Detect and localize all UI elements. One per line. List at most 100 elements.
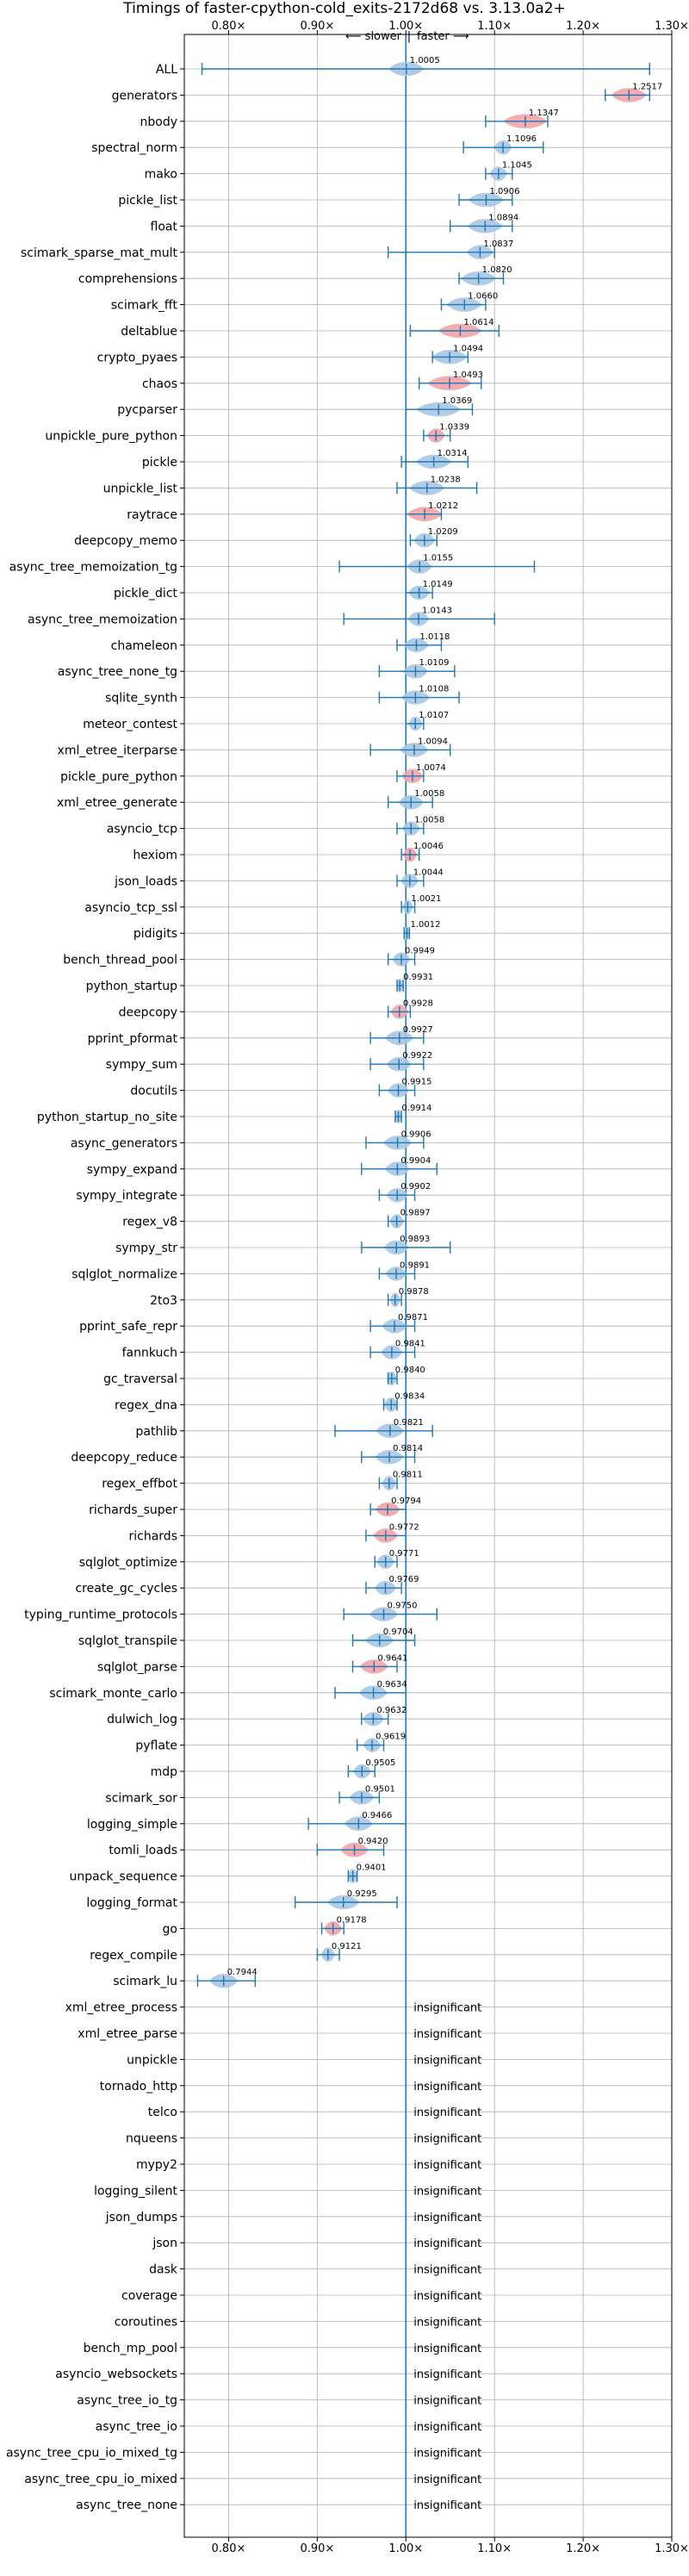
slower-label: ⟵ slower	[345, 30, 402, 43]
category-label: coverage	[121, 2289, 177, 2303]
insignificant-label: insignificant	[413, 2133, 481, 2146]
value-label: 0.9897	[400, 1209, 431, 1218]
x-tick-label-bottom: 1.00×	[388, 2542, 423, 2555]
grid-layer: 0.80× 0.80× 0.90× 0.90× 1.00× 1.00× 1.10× 1.10×…	[180, 20, 689, 2555]
category-label: json	[152, 2237, 177, 2250]
category-label: pickle_dict	[114, 587, 178, 600]
category-label: go	[163, 1922, 177, 1936]
category-label: sympy_expand	[87, 1163, 177, 1177]
value-label: 0.9931	[403, 973, 433, 982]
value-label: 0.9632	[376, 1706, 407, 1715]
category-label: regex_compile	[90, 1949, 177, 1963]
insignificant-label: insignificant	[413, 2343, 481, 2355]
value-label: 1.1096	[506, 134, 537, 144]
category-label: asyncio_websockets	[55, 2368, 177, 2381]
value-label: 0.9121	[332, 1942, 362, 1951]
value-label: 1.0837	[483, 240, 513, 249]
insignificant-label: insignificant	[413, 2106, 481, 2119]
x-tick-label-top: 1.00×	[388, 20, 423, 33]
category-label: hexiom	[133, 849, 177, 862]
value-label: 1.2517	[632, 82, 662, 91]
insignificant-label: insignificant	[413, 2290, 481, 2303]
value-label: 1.0074	[416, 763, 446, 773]
value-label: 1.0209	[428, 527, 458, 537]
category-label: async_generators	[71, 1136, 177, 1150]
value-label: 0.9871	[398, 1313, 428, 1322]
value-label: 0.9769	[389, 1575, 419, 1584]
value-label: 0.9178	[337, 1915, 367, 1925]
category-label: pprint_pformat	[88, 1032, 178, 1046]
category-label: dask	[149, 2263, 178, 2277]
x-tick-label-bottom: 0.80×	[212, 2542, 246, 2555]
violin-layer	[196, 34, 650, 2537]
insignificant-label: insignificant	[413, 2499, 481, 2512]
value-label: 1.0212	[428, 501, 458, 511]
value-label: 1.0894	[488, 213, 518, 222]
insignificant-label: insignificant	[413, 2264, 481, 2277]
insignificant-label: insignificant	[413, 2421, 481, 2434]
category-label: pidigits	[133, 927, 177, 941]
category-label: sympy_str	[115, 1241, 177, 1255]
value-label: 1.1347	[529, 109, 559, 118]
category-label: asyncio_tcp_ssl	[84, 901, 177, 915]
x-tick-label-top: 1.10×	[477, 20, 512, 33]
value-label: 0.9794	[391, 1496, 421, 1506]
category-label: sqlite_synth	[105, 692, 177, 706]
value-label: 1.0005	[410, 56, 440, 65]
category-label: json_dumps	[105, 2211, 177, 2224]
value-label: 0.9922	[402, 1051, 432, 1061]
value-label: 0.9915	[402, 1078, 432, 1087]
value-label: 1.0155	[423, 554, 453, 563]
insignificant-label: insignificant	[413, 2185, 481, 2198]
insignificant-label: insignificant	[413, 2081, 481, 2094]
value-label: 1.0108	[419, 685, 449, 694]
value-label: 0.9893	[400, 1235, 430, 1244]
x-tick-label-top: 1.20×	[566, 20, 600, 33]
category-label: mdp	[151, 1765, 178, 1779]
category-label: ALL	[156, 63, 177, 77]
value-label: 1.0820	[482, 265, 512, 275]
category-label: spectral_norm	[91, 141, 177, 155]
value-label: 1.0906	[490, 187, 520, 196]
category-label: xml_etree_process	[65, 2001, 177, 2015]
value-label: 1.0369	[442, 396, 472, 406]
plot-frame	[183, 34, 673, 2538]
category-label: float	[151, 220, 178, 233]
category-label: deepcopy	[119, 1005, 177, 1019]
insignificant-label: insignificant	[413, 2159, 481, 2172]
category-label: async_tree_cpu_io_mixed	[24, 2473, 177, 2486]
value-label: 1.0058	[414, 816, 444, 825]
value-label: 0.9641	[377, 1653, 407, 1663]
insignificant-label: insignificant	[413, 2316, 481, 2329]
category-label: pathlib	[136, 1425, 178, 1439]
value-label: 0.9841	[395, 1340, 425, 1349]
category-label: nqueens	[126, 2132, 177, 2146]
category-label: bench_thread_pool	[63, 954, 177, 968]
category-label: sqlglot_optimize	[79, 1556, 177, 1570]
insignificant-label: insignificant	[413, 2368, 481, 2381]
category-label: async_tree_none	[76, 2498, 177, 2512]
category-label: pprint_safe_repr	[79, 1320, 177, 1334]
value-label: 0.7944	[227, 1968, 258, 1977]
category-label: deltablue	[121, 325, 177, 339]
category-label: async_tree_io_tg	[77, 2394, 177, 2408]
category-label: deepcopy_memo	[74, 534, 177, 548]
insignificant-label: insignificant	[413, 2237, 481, 2250]
category-label: fannkuch	[122, 1347, 177, 1360]
category-label: dulwich_log	[107, 1713, 177, 1727]
category-label: async_tree_memoization_tg	[9, 561, 177, 575]
value-label: 0.9401	[357, 1864, 387, 1873]
value-label: 0.9834	[394, 1391, 425, 1401]
category-label: async_tree_none_tg	[58, 665, 177, 679]
value-label: 0.9914	[401, 1104, 431, 1113]
category-label: nbody	[140, 115, 178, 129]
value-label: 0.9902	[400, 1182, 431, 1192]
category-label: python_startup	[86, 980, 177, 993]
value-label: 1.0149	[423, 580, 453, 589]
value-label: 1.0143	[422, 606, 452, 615]
value-label: 0.9904	[400, 1156, 431, 1166]
category-label: crypto_pyaes	[97, 351, 177, 364]
value-label: 1.0012	[411, 920, 441, 930]
value-label: 1.0238	[431, 475, 461, 484]
category-label: richards_super	[89, 1503, 177, 1517]
